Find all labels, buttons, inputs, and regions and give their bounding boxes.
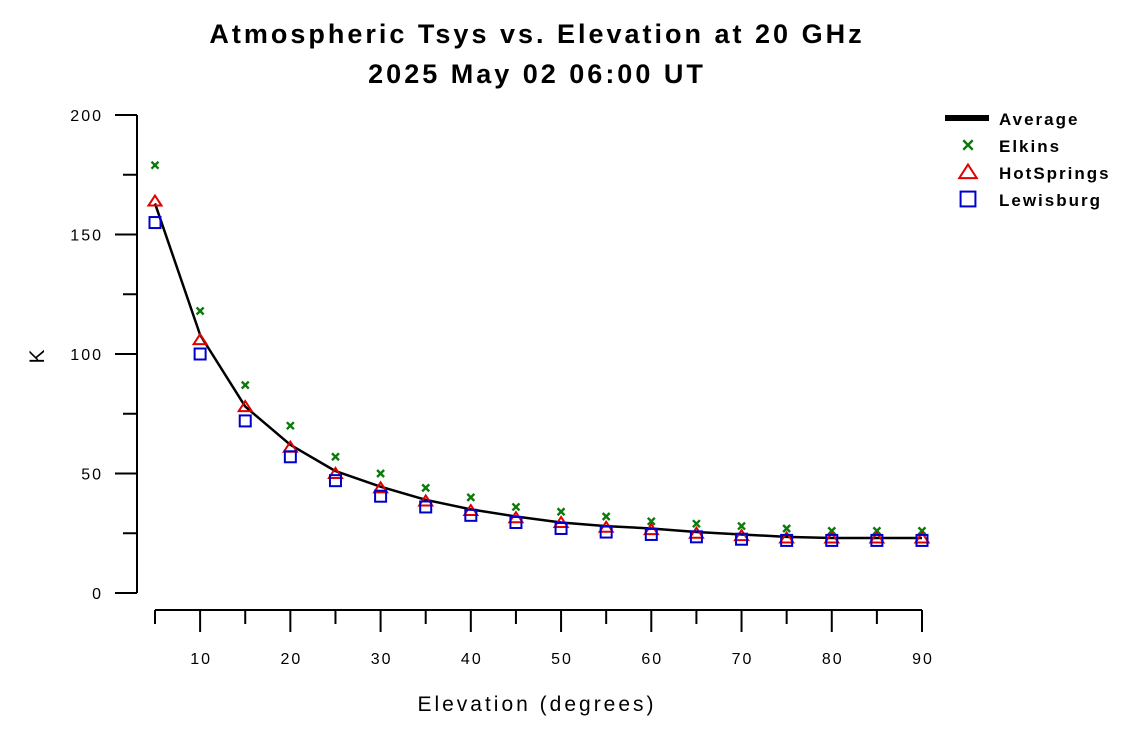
point-elkins bbox=[782, 524, 791, 533]
point-lewisburg bbox=[419, 500, 433, 514]
x-axis: 10 20 30 40 50 60 70 80 90 bbox=[154, 609, 934, 668]
point-lewisburg bbox=[825, 533, 839, 547]
point-lewisburg bbox=[554, 521, 568, 535]
x-tick-label: 80 bbox=[822, 651, 844, 668]
x-stroke bbox=[331, 452, 340, 462]
y-axis: 0 50 100 150 200 bbox=[70, 108, 138, 603]
point-hotsprings bbox=[823, 530, 841, 544]
x-tick-label: 30 bbox=[371, 651, 393, 668]
x-stroke bbox=[376, 469, 385, 478]
y-axis-label: K bbox=[26, 346, 49, 363]
legend-item-lewisburg: Lewisburg bbox=[959, 190, 1102, 210]
legend-label-average: Average bbox=[999, 110, 1079, 129]
legend-label-lewisburg: Lewisburg bbox=[999, 191, 1102, 210]
x-axis-label: Elevation (degrees) bbox=[417, 693, 656, 716]
point-hotsprings bbox=[236, 399, 254, 413]
point-lewisburg bbox=[735, 532, 749, 546]
plot-area bbox=[146, 160, 931, 547]
point-elkins bbox=[286, 421, 295, 431]
point-lewisburg bbox=[148, 216, 162, 230]
point-lewisburg bbox=[915, 533, 929, 547]
point-hotsprings bbox=[146, 193, 164, 207]
x-stroke bbox=[692, 519, 701, 529]
point-lewisburg bbox=[193, 347, 207, 361]
x-stroke bbox=[962, 139, 974, 151]
legend-swatch-lewisburg bbox=[959, 190, 977, 208]
point-elkins bbox=[376, 469, 385, 478]
point-lewisburg bbox=[374, 489, 388, 503]
series-lewisburg bbox=[148, 216, 929, 547]
point-hotsprings bbox=[733, 528, 750, 542]
point-elkins bbox=[511, 502, 521, 512]
x-stroke bbox=[286, 421, 295, 431]
x-stroke bbox=[195, 306, 205, 316]
point-elkins bbox=[556, 507, 566, 517]
point-lewisburg bbox=[509, 515, 523, 529]
legend-item-average: Average bbox=[945, 110, 1079, 129]
point-lewisburg bbox=[780, 533, 794, 547]
legend-item-elkins: Elkins bbox=[962, 137, 1061, 156]
point-elkins bbox=[466, 493, 476, 502]
legend-label-hotsprings: HotSprings bbox=[999, 164, 1111, 183]
y-tick-label: 150 bbox=[70, 228, 103, 245]
point-hotsprings bbox=[372, 480, 389, 494]
point-lewisburg bbox=[870, 533, 884, 547]
point-lewisburg bbox=[464, 508, 478, 522]
x-stroke bbox=[511, 502, 521, 512]
x-tick-label: 50 bbox=[551, 651, 573, 668]
point-elkins bbox=[331, 452, 340, 462]
point-hotsprings bbox=[778, 530, 795, 544]
point-lewisburg bbox=[238, 414, 252, 428]
x-stroke bbox=[737, 521, 746, 531]
legend-item-hotsprings: HotSprings bbox=[957, 162, 1111, 183]
x-tick-label: 70 bbox=[732, 651, 754, 668]
x-stroke bbox=[240, 380, 250, 390]
x-stroke bbox=[646, 516, 656, 526]
y-tick-label: 50 bbox=[81, 467, 103, 484]
x-tick-label: 90 bbox=[912, 651, 934, 668]
point-hotsprings bbox=[191, 332, 209, 346]
legend: Average Elkins HotSprings Lewisburg bbox=[945, 110, 1111, 210]
series-elkins bbox=[150, 160, 927, 536]
point-hotsprings bbox=[327, 466, 344, 479]
x-stroke bbox=[782, 524, 791, 533]
point-lewisburg bbox=[283, 450, 297, 464]
x-stroke bbox=[421, 483, 431, 493]
point-elkins bbox=[737, 521, 746, 531]
point-elkins bbox=[692, 519, 701, 529]
point-elkins bbox=[646, 516, 656, 526]
point-hotsprings bbox=[868, 530, 886, 544]
chart-title: Atmospheric Tsys vs. Elevation at 20 GHz bbox=[209, 19, 864, 49]
chart-subtitle: 2025 May 02 06:00 UT bbox=[368, 59, 706, 89]
point-hotsprings bbox=[688, 525, 705, 539]
point-elkins bbox=[421, 483, 431, 493]
x-stroke bbox=[601, 512, 611, 521]
point-lewisburg bbox=[644, 527, 658, 541]
x-tick-label: 40 bbox=[461, 651, 483, 668]
y-tick-label: 200 bbox=[70, 108, 103, 125]
point-lewisburg bbox=[599, 525, 613, 539]
point-elkins bbox=[195, 306, 205, 316]
x-tick-label: 10 bbox=[190, 651, 212, 668]
point-lewisburg bbox=[328, 474, 342, 488]
point-hotsprings bbox=[913, 530, 931, 544]
point-lewisburg bbox=[689, 530, 703, 544]
legend-swatch-elkins bbox=[962, 139, 974, 151]
x-tick-label: 60 bbox=[641, 651, 663, 668]
x-stroke bbox=[556, 507, 566, 517]
series-average bbox=[153, 203, 922, 540]
legend-label-elkins: Elkins bbox=[999, 137, 1061, 156]
y-tick-label: 100 bbox=[70, 347, 103, 364]
x-tick-label: 20 bbox=[280, 651, 302, 668]
point-elkins bbox=[601, 512, 611, 521]
point-elkins bbox=[150, 160, 160, 170]
series-hotsprings bbox=[146, 193, 931, 544]
x-stroke bbox=[466, 493, 476, 502]
legend-swatch-hotsprings bbox=[957, 162, 979, 180]
series-line-average bbox=[153, 203, 922, 540]
point-elkins bbox=[240, 380, 250, 390]
x-stroke bbox=[150, 160, 160, 170]
y-tick-label: 0 bbox=[92, 586, 103, 603]
